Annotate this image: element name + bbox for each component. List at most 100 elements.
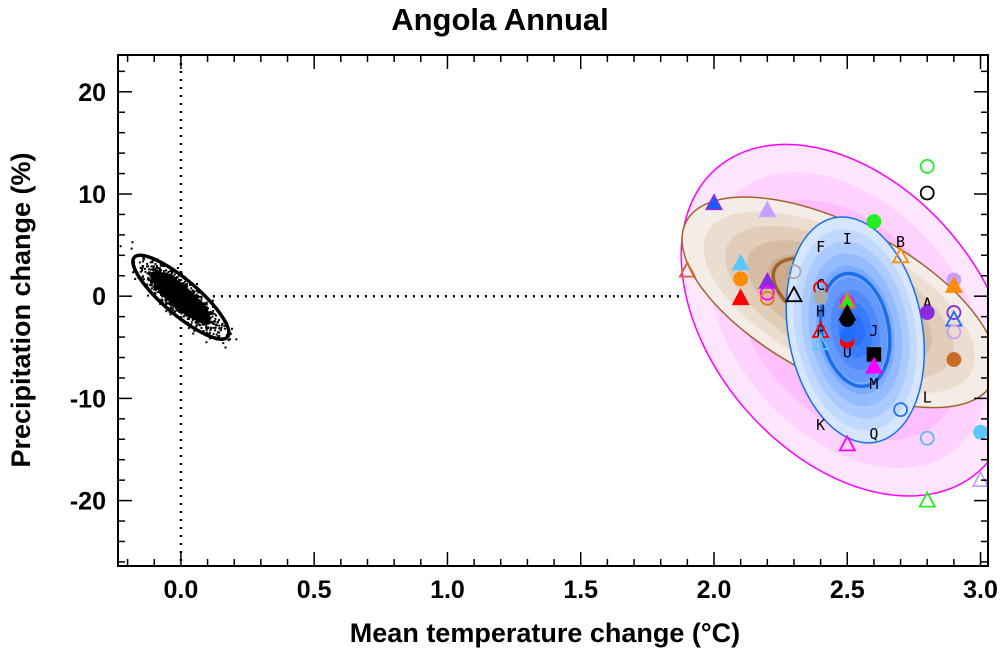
control-point: [148, 272, 151, 275]
control-point: [146, 262, 149, 265]
control-point: [150, 287, 153, 290]
control-point: [195, 293, 198, 296]
model-point-circle: [919, 158, 935, 174]
x-tick-label: 1.0: [430, 576, 465, 604]
control-point: [151, 281, 154, 284]
model-letter-label: P: [816, 322, 825, 340]
x-tick-label: 0.5: [297, 576, 332, 604]
model-letter-label: C: [816, 276, 825, 294]
control-point: [147, 276, 150, 279]
control-point: [190, 321, 193, 324]
y-tick-label: 20: [78, 79, 106, 107]
control-point: [212, 312, 215, 315]
control-point: [219, 329, 222, 332]
control-point: [159, 291, 162, 294]
control-point: [202, 330, 205, 333]
control-point: [193, 290, 196, 293]
control-point: [195, 325, 198, 328]
model-letter-label: I: [843, 230, 852, 248]
control-point: [154, 263, 157, 266]
x-tick-label: 1.5: [563, 576, 598, 604]
y-tick-label: -20: [70, 488, 106, 516]
chart-title: Angola Annual: [391, 2, 609, 37]
control-point: [138, 261, 141, 264]
control-point: [162, 270, 165, 273]
plot-frame: [117, 54, 989, 567]
control-point: [191, 319, 194, 322]
y-tick-label: -10: [70, 385, 106, 413]
control-ellipse: [131, 253, 231, 341]
model-point-triangle: [811, 333, 830, 351]
control-point: [205, 301, 208, 304]
control-point: [179, 316, 182, 319]
control-point: [218, 319, 221, 322]
control-point: [164, 300, 167, 303]
model-point-triangle: [758, 271, 777, 289]
control-point: [171, 271, 174, 274]
control-point: [165, 269, 168, 272]
control-point: [170, 272, 173, 275]
control-point: [205, 331, 208, 334]
control-point: [142, 260, 145, 263]
model-point-triangle: [758, 200, 777, 218]
model-point-triangle: [918, 490, 937, 508]
x-tick-label: 2.5: [830, 576, 865, 604]
model-point-circle: [893, 402, 908, 418]
control-point: [170, 304, 173, 307]
control-point: [165, 298, 168, 301]
control-point: [211, 299, 214, 302]
control-point: [157, 266, 160, 269]
control-point: [208, 331, 211, 334]
control-point: [178, 311, 181, 314]
control-point: [190, 287, 193, 290]
control-point: [210, 320, 213, 323]
plot-area: F I B CHP JUM A L K Q: [119, 55, 988, 566]
control-point: [165, 301, 168, 304]
control-point: [169, 270, 172, 273]
control-point: [214, 317, 217, 320]
control-point: [215, 323, 218, 326]
model-point-triangle: [704, 193, 723, 211]
control-point: [144, 267, 147, 270]
control-point: [196, 320, 199, 323]
model-point-triangle: [731, 253, 750, 271]
x-tick-label: 0.0: [164, 576, 199, 604]
control-point: [161, 299, 164, 302]
control-point: [202, 302, 205, 305]
control-point: [161, 295, 164, 298]
control-point: [183, 314, 186, 317]
control-point: [119, 245, 122, 248]
control-point: [156, 291, 159, 294]
control-point: [217, 331, 220, 334]
model-point-circle: [813, 289, 829, 305]
model-point-circle: [919, 430, 935, 446]
control-point: [218, 327, 221, 330]
control-point: [200, 296, 203, 299]
control-point: [205, 328, 208, 331]
control-point: [131, 241, 134, 244]
control-point: [146, 278, 149, 281]
control-point: [195, 283, 198, 286]
control-point: [216, 321, 219, 324]
control-point: [142, 275, 145, 278]
control-point: [205, 324, 208, 327]
control-point: [186, 285, 189, 288]
control-point: [209, 321, 212, 324]
control-point: [213, 313, 216, 316]
control-point: [130, 247, 133, 250]
y-tick-label: 0: [92, 283, 106, 311]
control-point: [209, 310, 212, 313]
model-point-circle: [786, 264, 802, 280]
control-point: [155, 266, 158, 269]
control-point: [158, 267, 161, 270]
control-point: [204, 322, 207, 325]
control-point: [193, 329, 196, 332]
control-point: [221, 322, 224, 325]
control-point: [139, 270, 142, 273]
control-point: [220, 324, 223, 327]
model-letter-label: M: [869, 375, 878, 393]
x-tick-label: 3.0: [963, 576, 998, 604]
model-point-circle: [946, 352, 962, 367]
control-point: [150, 283, 153, 286]
control-point: [165, 302, 168, 305]
